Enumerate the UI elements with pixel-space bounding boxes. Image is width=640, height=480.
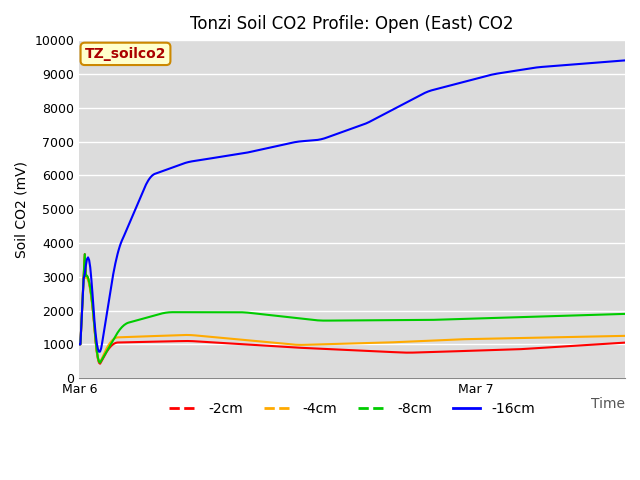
Text: Time: Time	[591, 396, 625, 411]
Legend: -2cm, -4cm, -8cm, -16cm: -2cm, -4cm, -8cm, -16cm	[163, 397, 541, 422]
Y-axis label: Soil CO2 (mV): Soil CO2 (mV)	[15, 161, 29, 258]
Title: Tonzi Soil CO2 Profile: Open (East) CO2: Tonzi Soil CO2 Profile: Open (East) CO2	[190, 15, 514, 33]
Text: TZ_soilco2: TZ_soilco2	[84, 47, 166, 61]
